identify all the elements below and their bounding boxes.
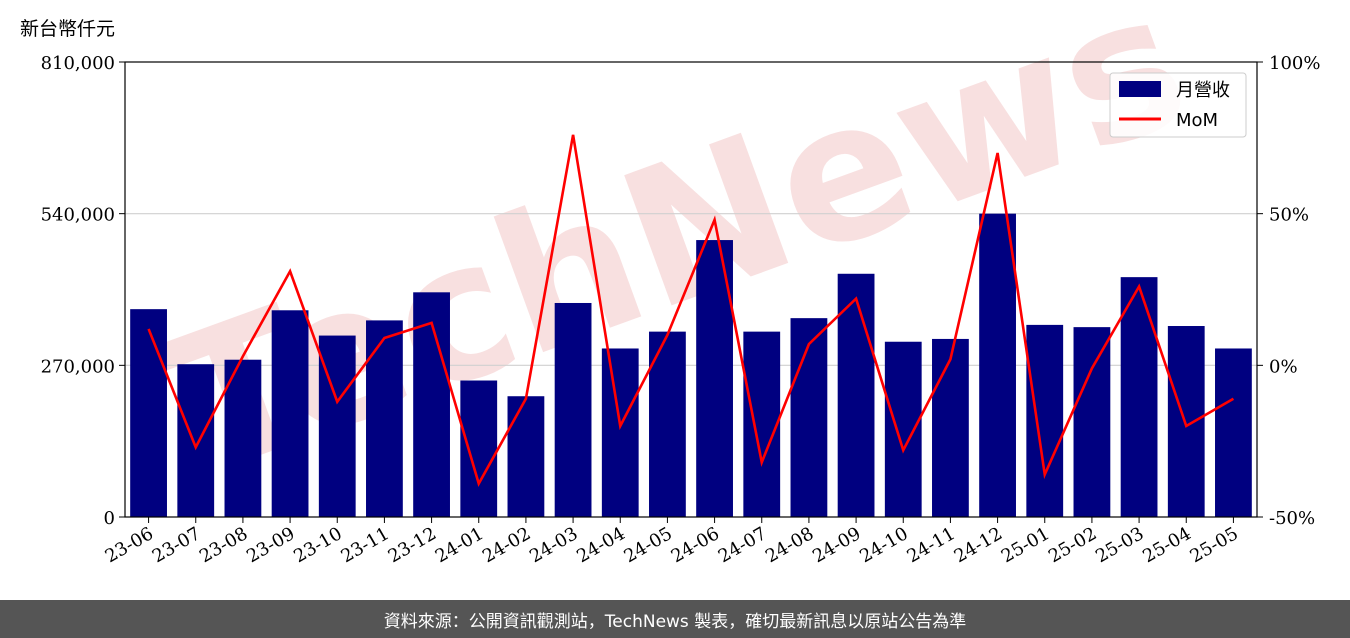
bar-series [130,213,1252,517]
right-tick-label: -50% [1269,508,1315,529]
x-tick-label: 24-08 [762,523,817,567]
bar [413,292,450,517]
x-tick-label: 24-11 [903,523,958,567]
grid-lines [125,213,1257,366]
footer-source-note: 資料來源：公開資訊觀測站，TechNews 製表，確切最新訊息以原站公告為準 [0,600,1350,638]
right-tick-label: 0% [1269,356,1298,377]
bar [790,318,828,517]
right-axis: -50% 0% 50% 100% [1257,53,1320,529]
bar [554,302,592,517]
right-tick-label: 50% [1269,205,1309,226]
x-tick-label: 24-09 [809,523,864,567]
unit-label: 新台幣仟元 [20,18,116,40]
left-tick-label: 270,000 [41,356,115,377]
x-tick-label: 25-02 [1045,523,1100,567]
x-tick-label: 24-12 [951,523,1006,567]
bar [601,348,639,517]
bar [460,380,498,517]
x-tick-label: 25-04 [1139,523,1194,567]
bar [884,341,922,517]
bar [1026,324,1064,517]
x-tick-label: 24-06 [668,523,723,567]
legend-bar-label: 月營收 [1176,80,1230,101]
left-tick-label: 0 [104,508,115,529]
x-tick-label: 23-11 [337,523,392,567]
bar [130,309,167,517]
bar [649,331,686,517]
x-tick-label: 23-10 [290,523,345,567]
right-tick-label: 100% [1269,53,1320,74]
x-tick-label: 24-03 [526,523,581,567]
x-tick-label: 24-04 [573,523,628,567]
left-tick-label: 810,000 [41,53,115,74]
bar [1073,327,1111,517]
bar [224,359,262,517]
x-tick-label: 25-01 [998,523,1053,567]
bar [507,396,545,517]
legend: 月營收 MoM [1109,72,1247,138]
legend-bar-swatch [1119,81,1161,97]
x-tick-label: 24-10 [856,523,911,567]
x-tick-label: 24-07 [715,523,770,567]
x-tick-label: 24-01 [432,523,487,567]
bar [1167,326,1205,517]
bar [1120,277,1158,517]
legend-line-label: MoM [1176,110,1218,131]
bar [979,213,1016,517]
left-tick-label: 540,000 [41,205,115,226]
line-series [147,134,1235,487]
bar [1215,348,1252,517]
x-axis: 23-0623-0723-0823-0923-1023-1123-1224-01… [102,517,1242,567]
x-tick-label: 23-12 [385,523,440,567]
bar [743,331,781,517]
bar [271,310,309,517]
bar [366,320,403,517]
bar [932,338,969,517]
x-tick-label: 23-09 [243,523,298,567]
x-tick-label: 25-05 [1186,523,1241,567]
bar [837,273,875,517]
x-tick-label: 23-07 [149,523,204,567]
x-tick-label: 24-05 [620,523,675,567]
bar [177,364,215,517]
x-tick-label: 23-06 [102,523,157,567]
x-tick-label: 24-02 [479,523,534,567]
x-tick-label: 25-03 [1092,523,1147,567]
x-tick-label: 23-08 [196,523,251,567]
left-axis: 0 270,000 540,000 810,000 [41,53,125,529]
plot-frame [124,61,1258,518]
mom-line [147,134,1235,487]
